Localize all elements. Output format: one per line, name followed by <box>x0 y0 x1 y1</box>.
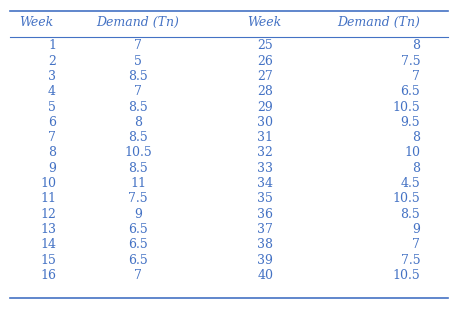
Text: 4: 4 <box>48 85 56 98</box>
Text: 27: 27 <box>257 70 273 83</box>
Text: 6: 6 <box>48 116 56 129</box>
Text: 36: 36 <box>257 208 273 221</box>
Text: 6.5: 6.5 <box>128 223 148 236</box>
Text: 4.5: 4.5 <box>400 177 420 190</box>
Text: 16: 16 <box>40 269 56 282</box>
Text: 6.5: 6.5 <box>128 254 148 267</box>
Text: 8: 8 <box>412 162 420 175</box>
Text: 11: 11 <box>130 177 146 190</box>
Text: 6.5: 6.5 <box>128 238 148 251</box>
Text: 13: 13 <box>40 223 56 236</box>
Text: 40: 40 <box>257 269 273 282</box>
Text: 38: 38 <box>257 238 273 251</box>
Text: 30: 30 <box>257 116 273 129</box>
Text: 7: 7 <box>412 238 420 251</box>
Text: 5: 5 <box>134 55 142 68</box>
Text: 31: 31 <box>257 131 273 144</box>
Text: 10.5: 10.5 <box>393 100 420 113</box>
Text: 8: 8 <box>412 131 420 144</box>
Text: Demand (Tn): Demand (Tn) <box>97 16 180 29</box>
Text: 7: 7 <box>48 131 56 144</box>
Text: 39: 39 <box>257 254 273 267</box>
Text: 6.5: 6.5 <box>400 85 420 98</box>
Text: 11: 11 <box>40 193 56 205</box>
Text: 8.5: 8.5 <box>128 131 148 144</box>
Text: 35: 35 <box>257 193 273 205</box>
Text: 7.5: 7.5 <box>401 55 420 68</box>
Text: 8.5: 8.5 <box>128 162 148 175</box>
Text: 7.5: 7.5 <box>128 193 148 205</box>
Text: 10.5: 10.5 <box>393 269 420 282</box>
Text: 9: 9 <box>412 223 420 236</box>
Text: 1: 1 <box>48 39 56 52</box>
Text: 10.5: 10.5 <box>393 193 420 205</box>
Text: 10: 10 <box>404 146 420 159</box>
Text: 7: 7 <box>134 269 142 282</box>
Text: 8: 8 <box>48 146 56 159</box>
Text: 5: 5 <box>48 100 56 113</box>
Text: 9: 9 <box>134 208 142 221</box>
Text: 8: 8 <box>134 116 142 129</box>
Text: 8: 8 <box>412 39 420 52</box>
Text: 15: 15 <box>40 254 56 267</box>
Text: 14: 14 <box>40 238 56 251</box>
Text: 7: 7 <box>134 85 142 98</box>
Text: 7: 7 <box>412 70 420 83</box>
Text: 28: 28 <box>257 85 273 98</box>
Text: 10.5: 10.5 <box>124 146 152 159</box>
Text: Week: Week <box>247 16 282 29</box>
Text: 7: 7 <box>134 39 142 52</box>
Text: 8.5: 8.5 <box>128 70 148 83</box>
Text: 37: 37 <box>257 223 273 236</box>
Text: 3: 3 <box>48 70 56 83</box>
Text: 34: 34 <box>257 177 273 190</box>
Text: 10: 10 <box>40 177 56 190</box>
Text: 9.5: 9.5 <box>401 116 420 129</box>
Text: Demand (Tn): Demand (Tn) <box>338 16 420 29</box>
Text: 2: 2 <box>48 55 56 68</box>
Text: 33: 33 <box>257 162 273 175</box>
Text: 9: 9 <box>48 162 56 175</box>
Text: 8.5: 8.5 <box>400 208 420 221</box>
Text: Week: Week <box>20 16 54 29</box>
Text: 8.5: 8.5 <box>128 100 148 113</box>
Text: 7.5: 7.5 <box>401 254 420 267</box>
Text: 32: 32 <box>257 146 273 159</box>
Text: 25: 25 <box>257 39 273 52</box>
Text: 26: 26 <box>257 55 273 68</box>
Text: 29: 29 <box>257 100 273 113</box>
Text: 12: 12 <box>40 208 56 221</box>
